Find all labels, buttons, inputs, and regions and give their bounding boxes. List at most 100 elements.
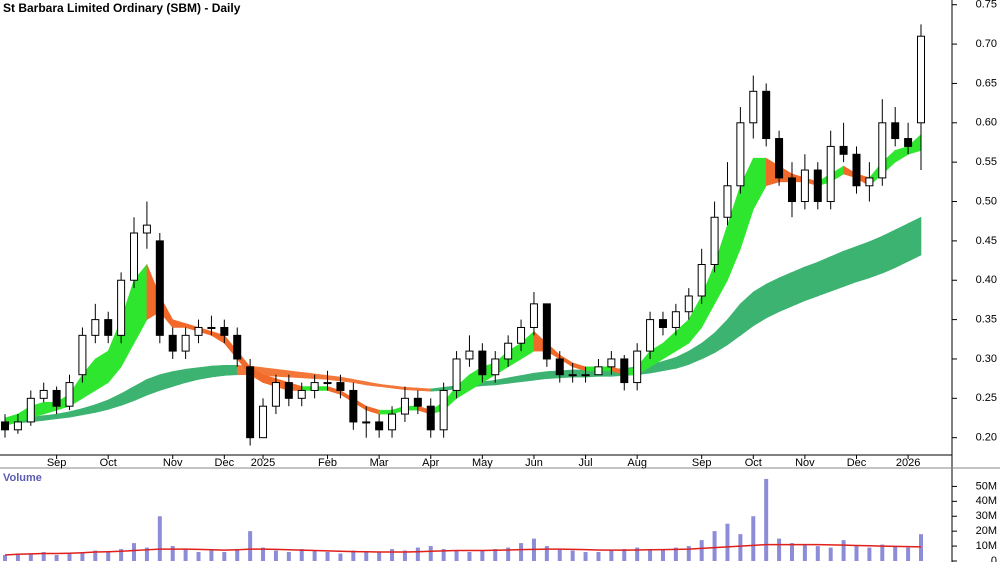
volume-bar [570,550,575,561]
candle-body [117,279,126,336]
chart-title: St Barbara Limited Ordinary (SBM) - Dail… [3,1,241,15]
volume-bar [557,549,562,561]
candle-body [852,153,861,187]
volume-bar [3,555,7,561]
volume-bar [454,550,459,561]
volume-bar [132,543,137,561]
volume-bar [609,550,614,561]
candle-body [220,326,229,336]
candle-body [13,421,22,431]
short-ribbon-segment [378,409,393,415]
volume-bar [815,546,820,561]
candle-body [813,169,822,203]
volume-average-line [4,543,922,556]
volume-bar [802,544,807,561]
long-ribbon-segment [417,387,432,392]
candle-body [529,303,538,328]
volume-bar [673,547,678,561]
x-tick-label: 2026 [896,457,920,469]
candle-body [413,397,422,407]
candle-body [284,382,293,399]
volume-bar [648,549,653,561]
x-tick-label: Mar [370,457,389,469]
candle-body [39,389,48,399]
candle-body [207,326,216,329]
candle-body [323,382,332,385]
volume-bar [622,549,627,561]
volume-bar [170,546,175,561]
volume-bar [261,547,266,561]
x-tick-label: Nov [163,457,183,469]
volume-bar [751,516,756,561]
x-tick-label: May [472,457,493,469]
candle-body [904,138,913,147]
candle-body [130,232,139,281]
volume-bar [506,547,511,561]
candle-body [749,90,758,124]
candle-body [181,334,190,352]
volume-bar [80,552,85,561]
volume-bar [919,534,923,561]
volume-bar [273,550,278,561]
candle-body [478,350,487,376]
candle-body [504,342,513,360]
candle-body [555,358,564,376]
candle-body [684,295,693,313]
candle-body [697,263,706,297]
y-tick-label: 0.35 [976,314,997,326]
long-ribbon-segment [765,277,780,319]
candle-body [426,405,435,431]
candle-body [633,350,642,384]
volume-bar [519,543,524,561]
volume-bar [596,552,601,561]
volume-tick-label: 30M [976,510,997,522]
volume-bar [686,546,691,561]
volume-bar [338,553,343,561]
volume-bar [93,550,98,561]
long-ribbon-segment [275,368,290,378]
candle-body [310,382,319,391]
volume-bar [493,549,498,561]
volume-bar [544,546,549,561]
volume-bar [893,546,898,561]
candle-body [452,358,461,391]
candle-body [594,366,603,376]
candle-body [542,303,551,360]
long-ribbon-segment [262,367,277,377]
volume-bar [467,552,472,561]
candle-body [581,374,590,377]
candle-body [787,177,796,203]
candle-body [826,145,835,203]
y-tick-label: 0.70 [976,38,997,50]
volume-bar [222,552,227,561]
volume-bar [390,549,395,561]
volume-bar [15,553,20,561]
volume-tick-label: 20M [976,525,997,537]
volume-bar [789,543,794,561]
volume-tick-label: 40M [976,495,997,507]
volume-bar [248,531,253,561]
x-tick-label: Dec [847,457,867,469]
long-ribbon-segment [533,371,548,381]
x-tick-label: Oct [100,457,117,469]
y-tick-label: 0.40 [976,274,997,286]
candle-body [1,421,9,431]
candle-body [400,397,409,415]
volume-bar [364,552,369,561]
candle-body [388,413,397,431]
volume-bar [428,546,433,561]
y-tick-label: 0.50 [976,195,997,207]
volume-bar [906,547,911,561]
volume-bar [660,549,665,561]
candle-body [233,334,242,360]
candle-body [259,405,268,439]
candle-body [439,389,448,431]
volume-tick-label: 0 [991,555,997,562]
volume-tick-label: 10M [976,540,997,552]
volume-label: Volume [3,472,42,484]
x-tick-label: 2025 [251,457,275,469]
x-tick-label: Apr [422,457,439,469]
candle-body [375,421,384,431]
